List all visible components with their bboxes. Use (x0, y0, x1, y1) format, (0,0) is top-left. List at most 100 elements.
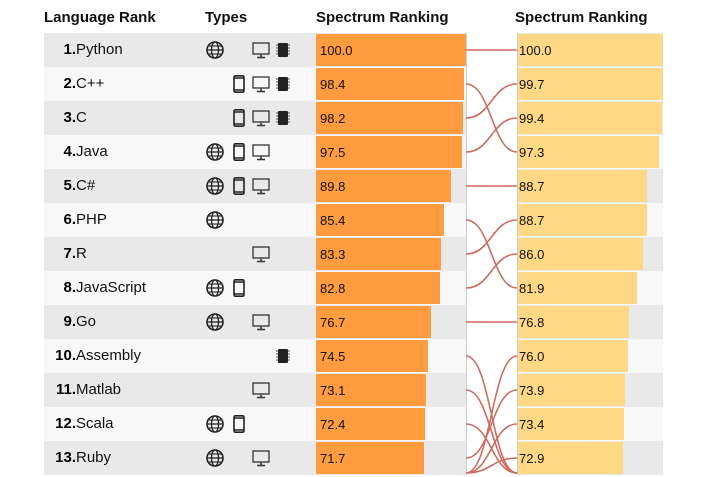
table-row[interactable]: 12. Scala 72.4 (44, 407, 466, 441)
table-row[interactable]: 6. PHP 85.4 (44, 203, 466, 237)
table-row[interactable]: 2. C++ 98.4 (44, 67, 466, 101)
table-row-right[interactable]: 97.3 (517, 135, 663, 169)
language-name: Matlab (76, 381, 122, 398)
table-row[interactable]: 13. Ruby 71.7 (44, 441, 466, 475)
bar-value-label: 76.0 (519, 349, 545, 364)
embedded-icon (274, 75, 292, 93)
desktop-icon (252, 143, 270, 161)
rank-link (466, 355, 517, 474)
bar-left: 97.5 (316, 136, 463, 168)
desktop-icon (252, 75, 270, 93)
table-row[interactable]: 4. Java 97.5 (44, 135, 466, 169)
desktop-icon (252, 381, 270, 399)
desktop-icon (252, 109, 270, 127)
language-name: Assembly (76, 347, 142, 364)
table-row[interactable]: 5. C# 89.8 (44, 169, 466, 203)
bar-right: 99.4 (517, 102, 663, 134)
rank-number: 9. (63, 313, 76, 330)
table-row-right[interactable]: 99.4 (517, 101, 663, 135)
bar-value-label: 83.3 (320, 247, 346, 262)
bar-right: 73.9 (517, 374, 625, 406)
table-row[interactable]: 8. JavaScript 82.8 (44, 271, 466, 305)
bar-left: 100.0 (316, 34, 466, 66)
desktop-icon (252, 449, 270, 467)
table-row-right[interactable]: 88.7 (517, 169, 663, 203)
rank-number: 8. (63, 279, 76, 296)
language-name: Java (76, 143, 108, 160)
table-row-right[interactable]: 99.7 (517, 67, 663, 101)
web-icon (206, 279, 224, 297)
web-icon (206, 415, 224, 433)
bar-value-label: 71.7 (320, 451, 346, 466)
bar-left: 89.8 (316, 170, 451, 202)
table-row-right[interactable]: 73.4 (517, 407, 663, 441)
web-icon (206, 211, 224, 229)
table-row-right[interactable]: 76.8 (517, 305, 663, 339)
header-types[interactable]: Types (205, 9, 248, 26)
desktop-icon (252, 177, 270, 195)
bar-left: 76.7 (316, 306, 432, 338)
language-name: JavaScript (76, 279, 147, 296)
rank-link (466, 253, 517, 289)
bar-value-label: 73.9 (519, 383, 545, 398)
bar-value-label: 76.8 (519, 315, 545, 330)
language-name: PHP (76, 211, 107, 228)
bar-right: 72.9 (517, 442, 624, 474)
header-language-rank[interactable]: Language Rank (44, 9, 156, 26)
bar-left: 74.5 (316, 340, 428, 372)
rank-number: 2. (63, 75, 76, 92)
table-row-right[interactable]: 76.0 (517, 339, 663, 373)
rank-link (466, 389, 517, 474)
table-row[interactable]: 10. Assembly 74.5 (44, 339, 466, 373)
divider-right (517, 33, 518, 475)
bar-value-label: 97.5 (320, 145, 346, 160)
bar-value-label: 73.4 (519, 417, 545, 432)
bar-right: 99.7 (517, 68, 663, 100)
header-spectrum-ranking-left[interactable]: Spectrum Ranking (316, 9, 449, 26)
bar-left: 82.8 (316, 272, 441, 304)
web-icon (206, 177, 224, 195)
bar-value-label: 72.9 (519, 451, 545, 466)
bar-value-label: 76.7 (320, 315, 346, 330)
bar-right: 88.7 (517, 204, 647, 236)
table-row-right[interactable]: 86.0 (517, 237, 663, 271)
table-row[interactable]: 3. C 98.2 (44, 101, 466, 135)
language-name: Ruby (76, 449, 112, 466)
rank-link (466, 219, 517, 289)
table-row-right[interactable]: 100.0 (517, 33, 663, 67)
rank-change-links (466, 49, 517, 474)
table-row-right[interactable]: 88.7 (517, 203, 663, 237)
rank-number: 11. (55, 381, 76, 398)
embedded-icon (274, 347, 292, 365)
bar-value-label: 100.0 (519, 43, 552, 58)
bar-value-label: 72.4 (320, 417, 346, 432)
language-name: R (76, 245, 87, 262)
desktop-icon (252, 41, 270, 59)
table-row[interactable]: 1. Python 100.0 (44, 33, 466, 67)
bar-left: 72.4 (316, 408, 425, 440)
bar-value-label: 99.7 (519, 77, 545, 92)
bar-right: 88.7 (517, 170, 647, 202)
table-row-right[interactable]: 72.9 (517, 441, 663, 475)
header-spectrum-ranking-right[interactable]: Spectrum Ranking (515, 9, 648, 26)
language-name: C++ (76, 75, 105, 92)
language-name: Go (76, 313, 97, 330)
table-row-right[interactable]: 81.9 (517, 271, 663, 305)
bar-value-label: 82.8 (320, 281, 346, 296)
table-row[interactable]: 9. Go 76.7 (44, 305, 466, 339)
mobile-icon (230, 415, 248, 433)
rank-number: 12. (55, 415, 76, 432)
rank-link (466, 219, 517, 255)
table-row[interactable]: 7. R 83.3 (44, 237, 466, 271)
web-icon (206, 143, 224, 161)
rank-number: 3. (63, 109, 76, 126)
table-row[interactable]: 11. Matlab 73.1 (44, 373, 466, 407)
table-row-right[interactable]: 73.9 (517, 373, 663, 407)
rank-number: 10. (55, 347, 76, 364)
bar-right: 73.4 (517, 408, 625, 440)
web-icon (206, 449, 224, 467)
language-name: Scala (76, 415, 114, 432)
bar-left: 98.2 (316, 102, 464, 134)
bar-value-label: 89.8 (320, 179, 346, 194)
